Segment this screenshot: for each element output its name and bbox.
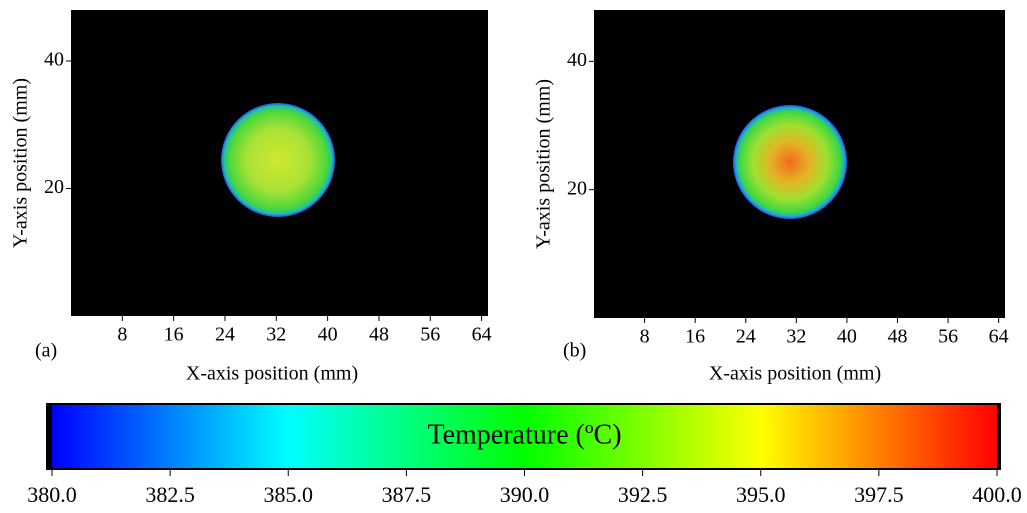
x-tick-label: 40 <box>318 324 338 346</box>
x-tick-label: 48 <box>888 326 908 348</box>
colorbar-tick-label: 380.0 <box>27 482 77 507</box>
x-tick-label: 56 <box>938 326 958 348</box>
colorbar-tick-label: 385.0 <box>264 482 314 507</box>
x-tick-label: 8 <box>640 326 650 348</box>
x-tick-label: 32 <box>266 324 286 346</box>
thermal-spot <box>221 103 335 217</box>
x-tick-label: 64 <box>989 326 1009 348</box>
colorbar-tick-label: 395.0 <box>736 482 786 507</box>
colorbar-tick-label: 400.0 <box>972 482 1022 507</box>
colorbar-tick-label: 392.5 <box>618 482 668 507</box>
colorbar-label: Temperature (ºC) <box>427 419 621 450</box>
x-tick-label: 24 <box>215 324 235 346</box>
x-tick-label: 24 <box>736 326 756 348</box>
x-tick-label: 16 <box>685 326 705 348</box>
colorbar-tick-label: 397.5 <box>854 482 904 507</box>
y-axis-title: Y-axis position (mm) <box>10 78 32 248</box>
y-tick-label: 40 <box>44 49 64 71</box>
x-tick-label: 8 <box>117 324 127 346</box>
x-tick-label: 48 <box>369 324 389 346</box>
colorbar-tick-label: 387.5 <box>382 482 432 507</box>
x-tick-label: 40 <box>837 326 857 348</box>
panel-label: (a) <box>35 340 57 362</box>
x-tick-label: 64 <box>472 324 492 346</box>
x-tick-label: 56 <box>420 324 440 346</box>
thermal-spot <box>733 105 847 219</box>
colorbar <box>52 405 997 468</box>
colorbar-tick-label: 382.5 <box>145 482 195 507</box>
x-axis-title: X-axis position (mm) <box>709 363 881 385</box>
y-tick-label: 20 <box>44 176 64 198</box>
x-axis-title: X-axis position (mm) <box>186 363 358 385</box>
panel-label: (b) <box>563 340 586 362</box>
x-tick-label: 16 <box>164 324 184 346</box>
y-tick-label: 40 <box>567 49 587 71</box>
colorbar-tick-label: 390.0 <box>500 482 550 507</box>
x-tick-label: 32 <box>786 326 806 348</box>
y-axis-title: Y-axis position (mm) <box>533 79 555 249</box>
y-tick-label: 20 <box>567 177 587 199</box>
